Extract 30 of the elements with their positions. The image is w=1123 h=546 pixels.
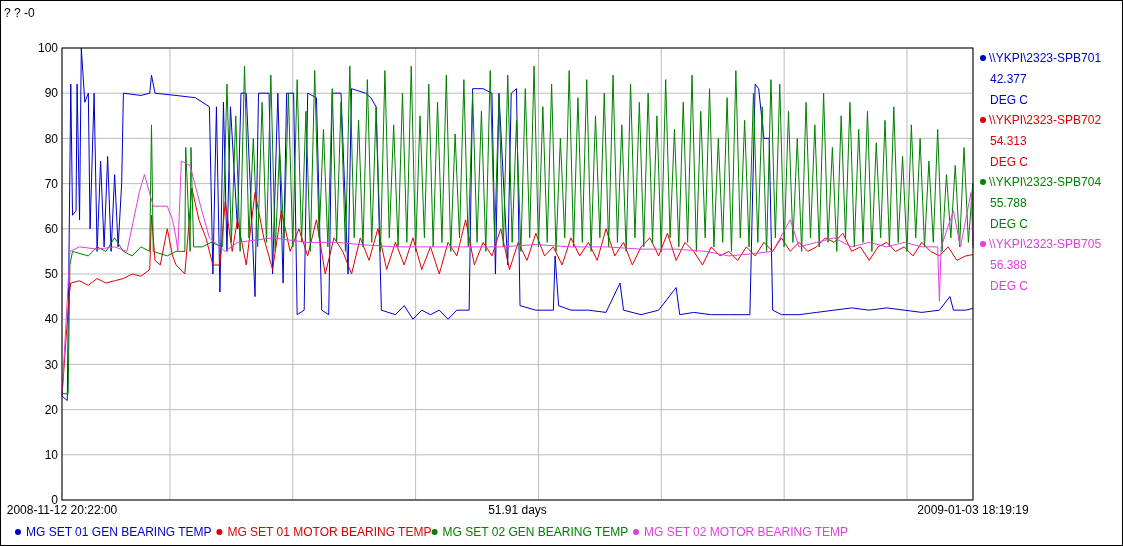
y-tick-label: 80 xyxy=(44,131,59,146)
y-tick-label: 60 xyxy=(44,222,59,236)
y-tick-label: 90 xyxy=(44,86,59,101)
text: \\YKPI\2323-SPB701 xyxy=(989,51,1102,65)
text: 55.788 xyxy=(990,196,1028,210)
y-tick-label: 10 xyxy=(44,448,59,462)
text: DEG C xyxy=(990,279,1029,293)
text: \\YKPI\2323-SPB704 xyxy=(989,175,1102,189)
legend-label: MG SET 01 MOTOR BEARING TEMP xyxy=(227,525,432,539)
y-tick-label: 50 xyxy=(44,267,59,282)
text: DEG C xyxy=(990,155,1029,169)
x-axis-title: 51.91 days xyxy=(488,503,547,517)
text: 42.377 xyxy=(990,72,1028,86)
text: \\YKPI\2323-SPB705 xyxy=(989,237,1102,251)
text: \\YKPI\2323-SPB702 xyxy=(989,113,1102,127)
y-tick-label: 100 xyxy=(37,41,59,56)
x-tick-label: 2009-01-03 18:19:19 xyxy=(917,503,1030,517)
legend-label: MG SET 01 GEN BEARING TEMP xyxy=(26,525,212,539)
legend-label: MG SET 02 MOTOR BEARING TEMP xyxy=(644,525,849,539)
legend-label: MG SET 02 GEN BEARING TEMP xyxy=(442,525,629,539)
y-tick-label: 70 xyxy=(44,176,59,191)
x-tick-label: 2008-11-12 20:22:00 xyxy=(6,503,118,517)
text: ? ? -0 xyxy=(4,6,36,20)
y-tick-label: 40 xyxy=(44,312,59,327)
text: 56.388 xyxy=(990,258,1028,272)
y-tick-label: 20 xyxy=(44,402,59,417)
text: DEG C xyxy=(990,217,1029,231)
text: DEG C xyxy=(990,93,1029,107)
y-tick-label: 30 xyxy=(44,357,59,372)
text: 54.313 xyxy=(990,134,1028,148)
